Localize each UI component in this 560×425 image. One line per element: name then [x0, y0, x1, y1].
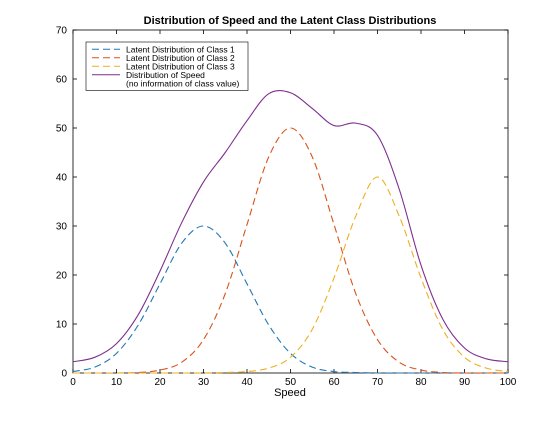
series-line-3 [73, 176, 509, 374]
x-tick-label: 10 [111, 377, 123, 388]
x-tick-label: 50 [285, 377, 297, 388]
legend-label-2: Latent Distribution of Class 2 [126, 53, 235, 63]
x-tick-label: 20 [154, 377, 166, 388]
y-tick-label: 40 [56, 173, 68, 184]
series-line-2 [73, 127, 508, 374]
x-axis-label: Speed [274, 387, 306, 399]
y-tick-label: 10 [56, 320, 68, 331]
x-tick-label: 70 [372, 377, 384, 388]
x-tick-label: 30 [198, 377, 210, 388]
chart-title: Distribution of Speed and the Latent Cla… [144, 15, 437, 27]
x-tick-label: 80 [415, 377, 427, 388]
x-tick-label: 40 [241, 377, 253, 388]
x-tick-label: 90 [459, 377, 471, 388]
plot-area: 0 10 20 30 40 50 60 70 80 90 100 0 10 20 30 40 50 60 70 [56, 26, 517, 389]
y-tick-label: 60 [56, 75, 68, 86]
x-tick-label: 60 [328, 377, 340, 388]
y-tick-label: 50 [56, 124, 68, 135]
y-tick-label: 0 [61, 369, 67, 380]
legend-box [85, 41, 249, 91]
y-tick-label: 70 [56, 26, 68, 37]
x-tick-label: 0 [70, 377, 76, 388]
series-line-1 [72, 225, 508, 374]
legend-label-4: Distribution of Speed (no information of … [126, 70, 240, 89]
x-tick-label: 100 [500, 377, 517, 388]
legend-label-1: Latent Distribution of Class 1 [126, 44, 235, 54]
legend-label-3: Latent Distribution of Class 3 [126, 61, 235, 71]
y-tick-label: 20 [56, 271, 68, 282]
series-line-4 [72, 89, 509, 363]
y-tick-label: 30 [56, 222, 68, 233]
